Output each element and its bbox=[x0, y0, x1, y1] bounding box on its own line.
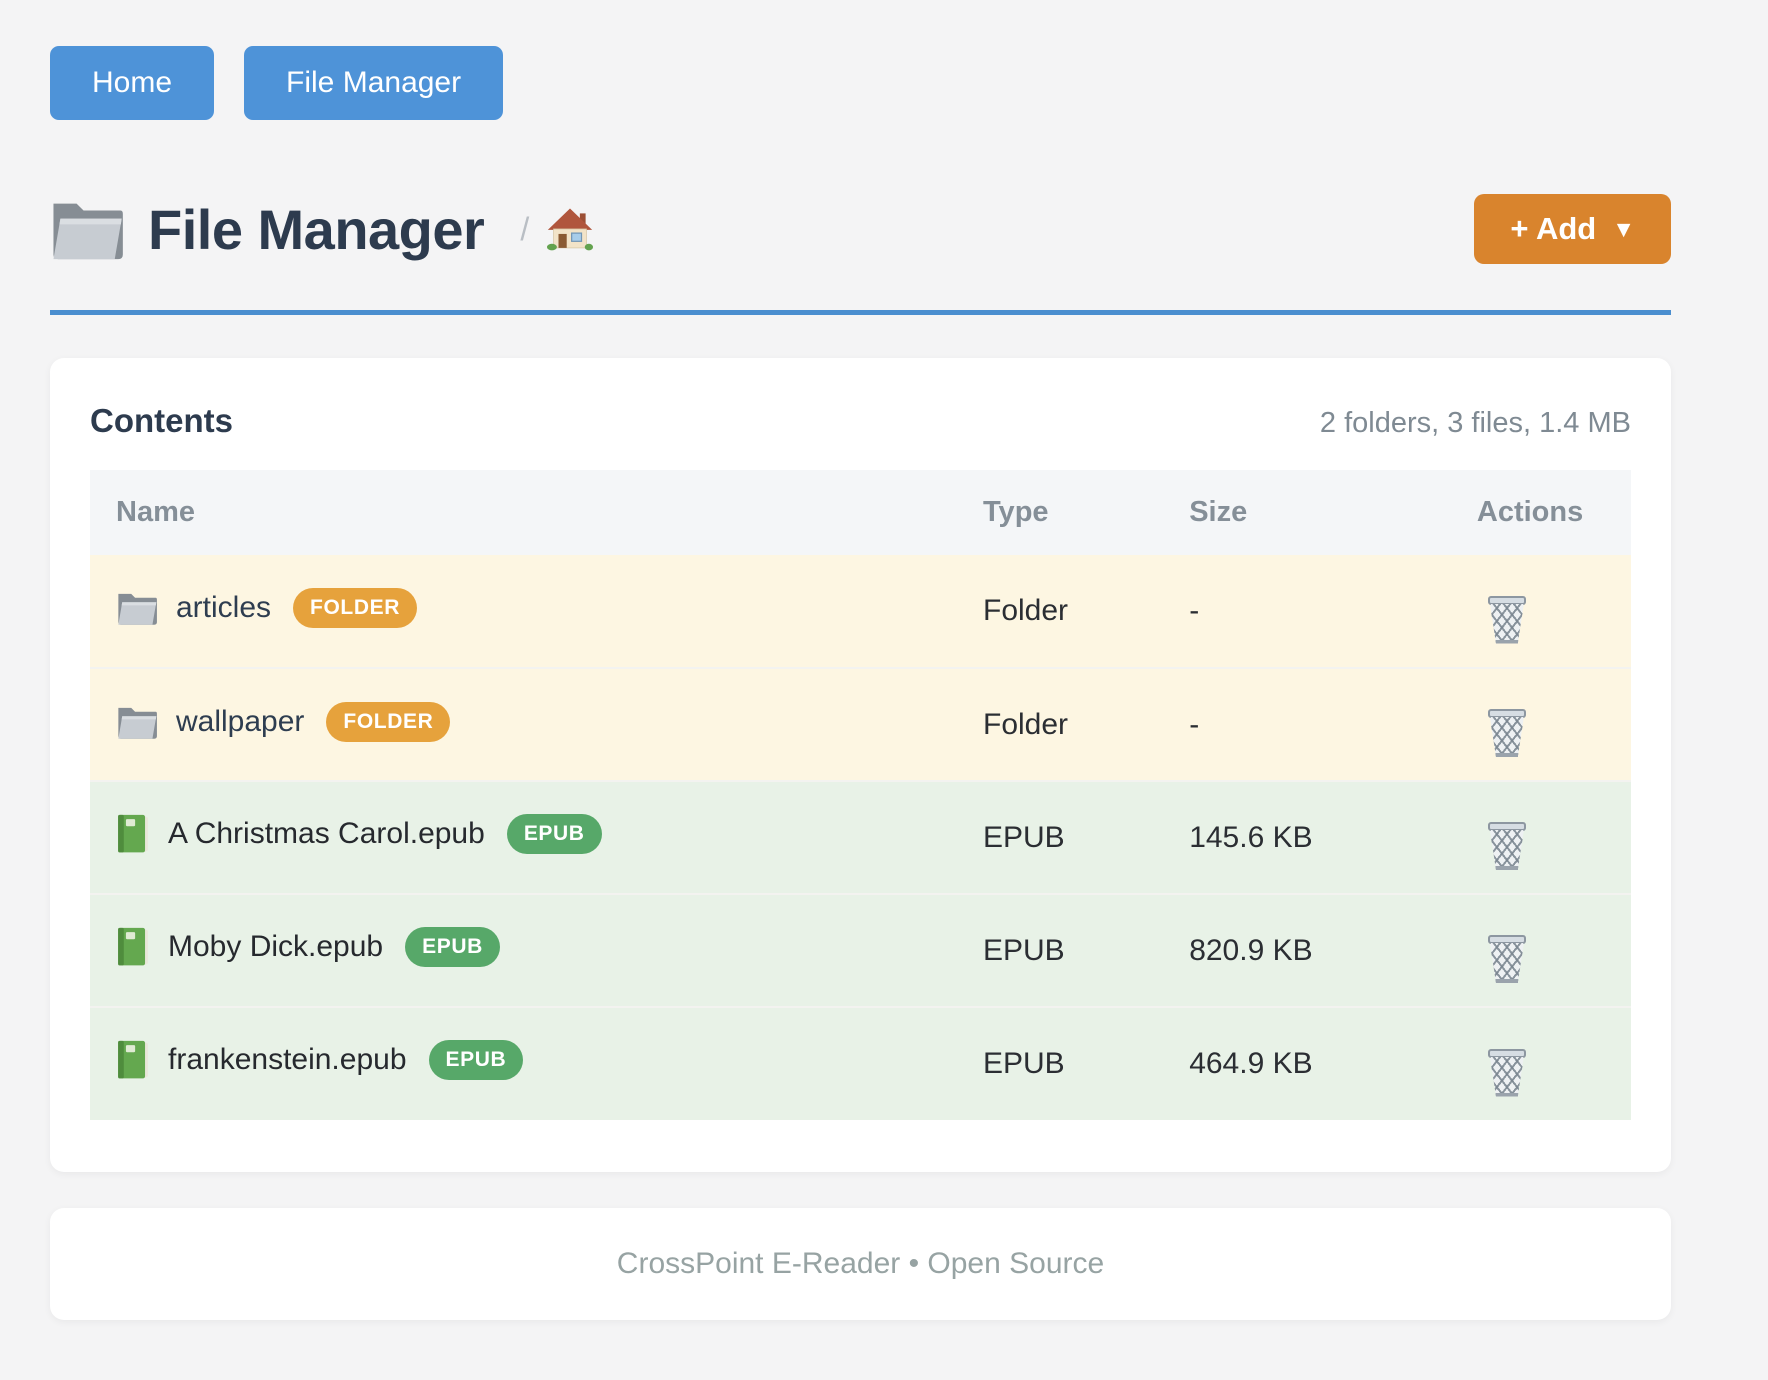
footer-card: CrossPoint E-Reader • Open Source bbox=[50, 1208, 1671, 1320]
column-header-type: Type bbox=[973, 470, 1188, 555]
book-icon bbox=[116, 813, 150, 855]
file-manager-page: Home File Manager File Manager / bbox=[50, 46, 1671, 1320]
entry-name: A Christmas Carol.epub bbox=[168, 816, 485, 850]
entry-badge: EPUB bbox=[506, 813, 602, 854]
entry-badge: FOLDER bbox=[326, 701, 451, 742]
table-row: articles FOLDER Folder - bbox=[90, 555, 1631, 668]
contents-card-header: Contents 2 folders, 3 files, 1.4 MB bbox=[90, 402, 1631, 440]
folder-icon bbox=[116, 590, 158, 626]
column-header-size: Size bbox=[1187, 470, 1477, 555]
delete-button[interactable] bbox=[1487, 932, 1527, 983]
entry-type: EPUB bbox=[973, 893, 1188, 1007]
entry-type: EPUB bbox=[973, 780, 1188, 894]
delete-button[interactable] bbox=[1487, 819, 1527, 870]
entry-badge: EPUB bbox=[405, 926, 500, 967]
entry-link[interactable]: articles FOLDER bbox=[116, 588, 417, 628]
trash-icon bbox=[1487, 822, 1527, 870]
nav-file-manager-button[interactable]: File Manager bbox=[244, 46, 504, 120]
entry-name: frankenstein.epub bbox=[168, 1043, 407, 1076]
entry-size: 464.9 KB bbox=[1187, 1006, 1477, 1120]
entry-name: Moby Dick.epub bbox=[168, 929, 384, 963]
entry-link[interactable]: frankenstein.epub EPUB bbox=[116, 1039, 524, 1081]
entry-size: 820.9 KB bbox=[1187, 893, 1477, 1007]
top-nav: Home File Manager bbox=[50, 46, 1671, 120]
home-icon[interactable] bbox=[547, 207, 594, 251]
table-row: frankenstein.epub EPUB EPUB 464.9 KB bbox=[90, 1006, 1631, 1120]
entry-size: - bbox=[1189, 594, 1200, 627]
nav-home-button[interactable]: Home bbox=[50, 46, 215, 120]
column-header-actions: Actions bbox=[1476, 470, 1631, 555]
delete-button[interactable] bbox=[1487, 593, 1527, 644]
folder-icon bbox=[116, 704, 158, 740]
trash-icon bbox=[1487, 1048, 1527, 1097]
entry-type: EPUB bbox=[973, 1006, 1188, 1120]
delete-button[interactable] bbox=[1487, 1046, 1527, 1097]
contents-title: Contents bbox=[90, 402, 233, 439]
trash-icon bbox=[1487, 709, 1527, 757]
book-icon bbox=[116, 926, 150, 968]
table-row: wallpaper FOLDER Folder - bbox=[90, 667, 1631, 781]
entry-badge: FOLDER bbox=[293, 588, 417, 628]
entry-name: wallpaper bbox=[176, 704, 305, 738]
trash-icon bbox=[1487, 595, 1527, 644]
folder-icon bbox=[50, 196, 124, 262]
delete-button[interactable] bbox=[1487, 706, 1527, 757]
column-header-name: Name bbox=[90, 470, 973, 555]
page-header: File Manager / + Add ▼ bbox=[50, 194, 1671, 264]
entry-name: articles bbox=[176, 591, 272, 624]
book-icon bbox=[116, 1039, 150, 1081]
entry-type: Folder bbox=[983, 594, 1069, 627]
table-row: Moby Dick.epub EPUB EPUB 820.9 KB bbox=[90, 893, 1631, 1007]
entry-link[interactable]: A Christmas Carol.epub EPUB bbox=[116, 813, 602, 855]
trash-icon bbox=[1487, 935, 1527, 983]
entry-link[interactable]: wallpaper FOLDER bbox=[116, 701, 451, 742]
header-divider bbox=[50, 310, 1671, 315]
entry-type: Folder bbox=[973, 667, 1188, 781]
add-button-label: + Add bbox=[1510, 211, 1597, 246]
caret-down-icon: ▼ bbox=[1612, 215, 1635, 242]
page-title-group: File Manager / bbox=[50, 196, 594, 262]
contents-card: Contents 2 folders, 3 files, 1.4 MB Name… bbox=[50, 358, 1671, 1172]
add-button[interactable]: + Add ▼ bbox=[1474, 194, 1671, 264]
entry-badge: EPUB bbox=[428, 1040, 524, 1080]
entry-link[interactable]: Moby Dick.epub EPUB bbox=[116, 926, 500, 968]
breadcrumb-separator: / bbox=[520, 210, 530, 247]
entry-size: 145.6 KB bbox=[1187, 780, 1477, 894]
table-header-row: Name Type Size Actions bbox=[90, 470, 1631, 555]
footer-text: CrossPoint E-Reader • Open Source bbox=[616, 1247, 1105, 1280]
file-table: Name Type Size Actions bbox=[90, 470, 1631, 1120]
contents-summary: 2 folders, 3 files, 1.4 MB bbox=[1319, 407, 1631, 439]
table-row: A Christmas Carol.epub EPUB EPUB 145.6 K… bbox=[90, 780, 1631, 894]
entry-size: - bbox=[1187, 667, 1477, 781]
page-title: File Manager bbox=[148, 197, 485, 261]
